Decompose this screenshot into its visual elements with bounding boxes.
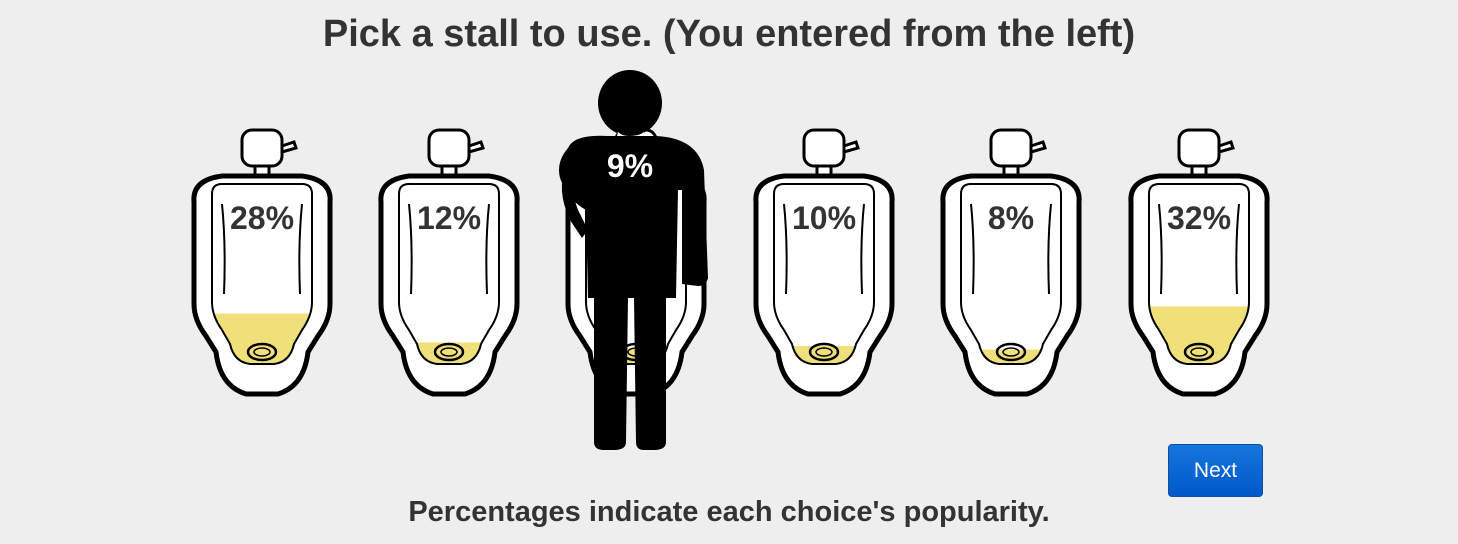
urinal-icon	[753, 128, 895, 397]
urinal-stall-2[interactable]: 12%	[369, 124, 529, 409]
urinal-stall-6[interactable]: 32%	[1119, 124, 1279, 409]
person-figure: 9%	[548, 70, 718, 450]
urinal-stall-4[interactable]: 10%	[744, 124, 904, 409]
stall-percentage: 28%	[229, 200, 295, 236]
stall-percentage: 8%	[987, 200, 1035, 236]
urinal-stall-1[interactable]: 28%	[182, 124, 342, 409]
page-title: Pick a stall to use. (You entered from t…	[322, 13, 1136, 55]
urinal-stall-5[interactable]: 8%	[931, 124, 1091, 409]
stall-percentage: 12%	[416, 200, 482, 236]
urinal-icon	[940, 128, 1082, 397]
next-button[interactable]: Next	[1168, 444, 1263, 497]
stall-percentage: 32%	[1166, 200, 1232, 236]
person-icon	[559, 70, 708, 450]
stall-percentage: 10%	[791, 200, 857, 236]
stall-percentage: 9%	[606, 148, 654, 184]
urinal-icon	[191, 128, 333, 397]
urinal-icon	[378, 128, 520, 397]
urinal-icon	[1128, 128, 1270, 397]
footer-note: Percentages indicate each choice's popul…	[408, 496, 1050, 528]
